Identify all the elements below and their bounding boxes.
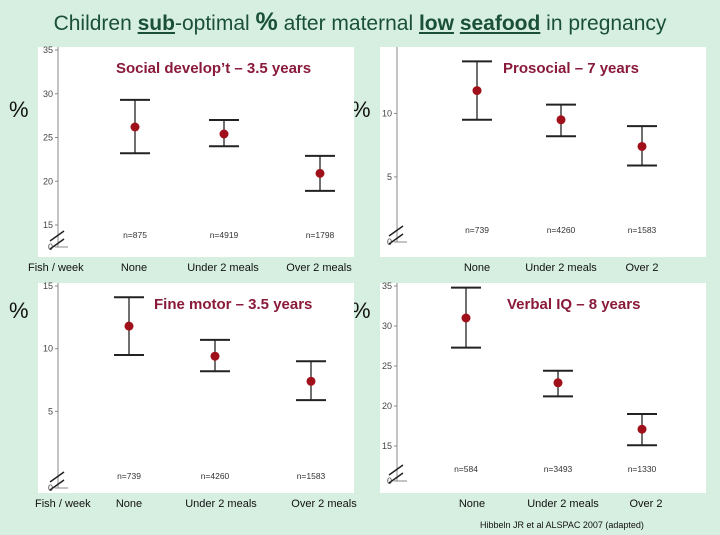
x-label-verbal-iq-under2: Under 2 meals	[527, 498, 599, 510]
x-label-fine-motor-over2: Over 2 meals	[291, 498, 357, 510]
y-tick-label-verbal-iq-1: 15	[382, 441, 392, 451]
y-tick-label-fine-motor-2: 10	[43, 344, 53, 354]
n-label-fine-motor-2: n=1583	[297, 471, 326, 481]
data-point-prosocial-0	[472, 86, 482, 96]
title-percent: %	[255, 8, 278, 36]
n-label-prosocial-1: n=4260	[547, 225, 576, 235]
x-label-prosocial-over2: Over 2	[625, 262, 659, 274]
y-unit-social: %	[9, 97, 29, 122]
title-part-3: after maternal	[277, 12, 419, 35]
y-tick-label-verbal-iq-4: 30	[382, 321, 392, 331]
chart-svg-social-development: 0 15 20 25 30 35 n=875 n=4919 n=1798	[43, 45, 335, 252]
n-label-social-1: n=4919	[210, 230, 239, 240]
data-point-fine-motor-1	[210, 351, 220, 361]
x-label-verbal-iq-over2: Over 2	[629, 498, 663, 510]
data-point-fine-motor-2	[306, 376, 316, 386]
title-part-2: -optimal	[174, 12, 256, 35]
n-label-social-0: n=875	[123, 230, 147, 240]
data-point-social-0	[130, 122, 140, 132]
x-label-prosocial-under2: Under 2 meals	[525, 262, 597, 274]
chart-panel-prosocial: 0 5 10 n=739 n=4260 n=1583 Prosocial – 7 year…	[380, 47, 706, 257]
n-label-social-2: n=1798	[306, 230, 335, 240]
axis-break-mark-b-verbal-iq	[388, 472, 404, 484]
slide-title: Children sub-optimal % after maternal lo…	[0, 8, 720, 37]
x-label-fine-motor-none: None	[115, 498, 143, 510]
citation: Hibbeln JR et al ALSPAC 2007 (adapted)	[480, 520, 644, 530]
axis-break-mark-a-fine-motor	[49, 471, 65, 483]
chart-svg-prosocial: 0 5 10 n=739 n=4260 n=1583	[382, 47, 657, 247]
x-label-prosocial-none: None	[463, 262, 491, 274]
x-label-verbal-iq-none: None	[458, 498, 486, 510]
y-tick-label-social-3: 25	[43, 133, 53, 143]
n-label-verbal-iq-0: n=584	[454, 464, 478, 474]
data-point-verbal-iq-1	[553, 378, 563, 388]
n-label-prosocial-0: n=739	[465, 225, 489, 235]
data-point-social-1	[219, 129, 229, 139]
y-tick-label-verbal-iq-2: 20	[382, 401, 392, 411]
x-label-social-none: None	[120, 262, 148, 274]
y-tick-label-fine-motor-1: 5	[48, 406, 53, 416]
axis-break-mark-b-fine-motor	[49, 479, 65, 491]
axis-break-mark-b-social	[49, 238, 65, 250]
fish-per-week-label-top: Fish / week	[28, 262, 84, 274]
data-point-social-2	[315, 168, 325, 178]
title-seafood: seafood	[459, 12, 541, 35]
y-tick-label-social-4: 30	[43, 89, 53, 99]
y-tick-label-verbal-iq-0: 0	[387, 476, 392, 486]
data-point-prosocial-2	[637, 141, 647, 151]
panel-title-social-development: Social develop’t – 3.5 years	[116, 60, 312, 77]
data-point-prosocial-1	[556, 115, 566, 125]
title-low: low	[418, 12, 454, 35]
title-sub: sub	[137, 12, 175, 35]
y-tick-label-prosocial-1: 5	[387, 172, 392, 182]
axis-break-mark-b-prosocial	[388, 233, 404, 245]
fish-per-week-label-bottom: Fish / week	[35, 498, 91, 510]
panel-title-prosocial: Prosocial – 7 years	[503, 60, 639, 77]
data-point-fine-motor-0	[124, 321, 134, 331]
data-point-verbal-iq-0	[461, 313, 471, 323]
y-tick-label-social-2: 20	[43, 176, 53, 186]
y-tick-label-fine-motor-3: 15	[43, 281, 53, 291]
chart-panel-fine-motor: 0 5 10 15 n=739 n=4260 n=1583 Fine motor – 3.5…	[38, 281, 354, 493]
chart-svg-verbal-iq: 0 15 20 25 30 35 n=584 n=3493 n=1330	[382, 281, 657, 486]
x-label-social-over2: Over 2 meals	[286, 262, 352, 274]
y-unit-fine-motor: %	[9, 298, 29, 323]
chart-svg-fine-motor: 0 5 10 15 n=739 n=4260 n=1583	[43, 281, 326, 493]
n-label-verbal-iq-1: n=3493	[544, 464, 573, 474]
x-label-fine-motor-under2: Under 2 meals	[185, 498, 257, 510]
n-label-prosocial-2: n=1583	[628, 225, 657, 235]
chart-panel-verbal-iq: 0 15 20 25 30 35 n=584 n=3493 n=1330 Verbal IQ –…	[380, 281, 706, 493]
chart-panel-social-development: 0 15 20 25 30 35 n=875 n=4919 n=1798 Social deve…	[38, 45, 354, 257]
y-unit-verbal-iq: %	[351, 298, 371, 323]
y-tick-label-social-0: 0	[48, 242, 53, 252]
n-label-fine-motor-1: n=4260	[201, 471, 230, 481]
title-part-1: Children	[53, 12, 138, 35]
y-tick-label-verbal-iq-3: 25	[382, 361, 392, 371]
y-tick-label-verbal-iq-5: 35	[382, 281, 392, 291]
y-tick-label-social-5: 35	[43, 45, 53, 55]
y-unit-prosocial: %	[351, 97, 371, 122]
n-label-fine-motor-0: n=739	[117, 471, 141, 481]
panel-title-verbal-iq: Verbal IQ – 8 years	[507, 296, 641, 313]
x-label-social-under2: Under 2 meals	[187, 262, 259, 274]
data-point-verbal-iq-2	[637, 424, 647, 434]
axis-break-mark-a-verbal-iq	[388, 464, 404, 476]
y-tick-label-social-1: 15	[43, 220, 53, 230]
y-tick-label-prosocial-0: 0	[387, 237, 392, 247]
y-tick-label-prosocial-2: 10	[382, 108, 392, 118]
n-label-verbal-iq-2: n=1330	[628, 464, 657, 474]
title-part-4: in pregnancy	[540, 12, 667, 35]
axis-break-mark-a-prosocial	[388, 225, 404, 237]
y-tick-label-fine-motor-0: 0	[48, 483, 53, 493]
axis-break-mark-a-social	[49, 230, 65, 242]
panel-title-fine-motor: Fine motor – 3.5 years	[154, 296, 313, 313]
